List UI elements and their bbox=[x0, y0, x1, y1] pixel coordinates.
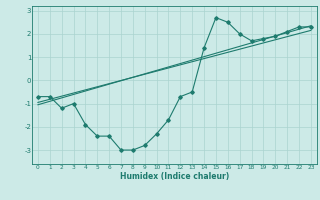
X-axis label: Humidex (Indice chaleur): Humidex (Indice chaleur) bbox=[120, 172, 229, 181]
